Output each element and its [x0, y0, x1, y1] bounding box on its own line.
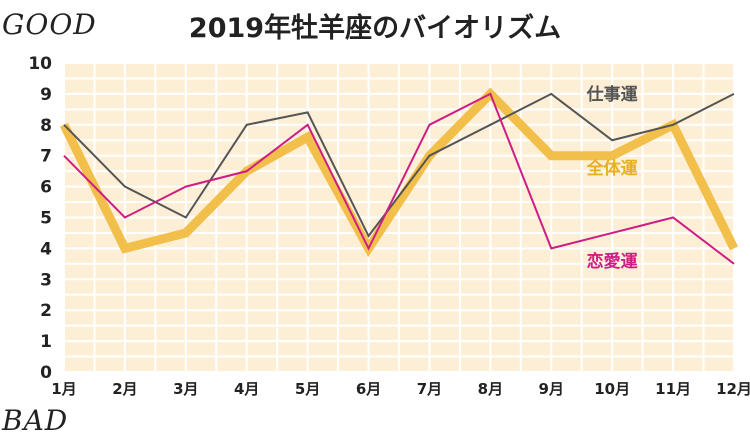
x-tick-label: 7月 — [417, 380, 442, 398]
y-tick-label: 5 — [40, 209, 52, 229]
y-tick-label: 9 — [40, 85, 52, 105]
series-line — [63, 92, 735, 265]
y-tick-label: 7 — [40, 147, 52, 167]
x-tick-label: 6月 — [356, 380, 381, 398]
x-tick-label: 9月 — [539, 380, 564, 398]
y-tick-label: 0 — [40, 363, 52, 383]
series-label: 全体運 — [586, 158, 638, 179]
series-line — [59, 87, 739, 258]
chart-title: 2019年牡羊座のバイオリズム — [188, 13, 562, 44]
x-tick-label: 4月 — [234, 380, 259, 398]
good-label: GOOD — [2, 8, 97, 41]
series-line — [63, 92, 735, 238]
x-tick-label: 8月 — [478, 380, 503, 398]
bad-label: BAD — [2, 404, 69, 437]
y-tick-label: 10 — [28, 54, 52, 74]
x-tick-label: 3月 — [173, 380, 198, 398]
series-label: 仕事運 — [586, 84, 638, 105]
x-tick-label: 5月 — [295, 380, 320, 398]
series-label: 恋愛運 — [587, 251, 638, 272]
y-tick-label: 8 — [40, 116, 52, 136]
y-tick-label: 6 — [40, 178, 52, 198]
y-tick-label: 2 — [40, 301, 52, 321]
x-tick-label: 12月 — [716, 380, 750, 398]
y-tick-label: 3 — [40, 270, 52, 290]
x-tick-label: 2月 — [112, 380, 137, 398]
y-tick-label: 1 — [40, 332, 52, 352]
x-tick-label: 11月 — [655, 380, 691, 398]
x-tick-label: 10月 — [594, 380, 630, 398]
y-tick-label: 4 — [40, 239, 52, 259]
x-tick-label: 1月 — [51, 380, 76, 398]
